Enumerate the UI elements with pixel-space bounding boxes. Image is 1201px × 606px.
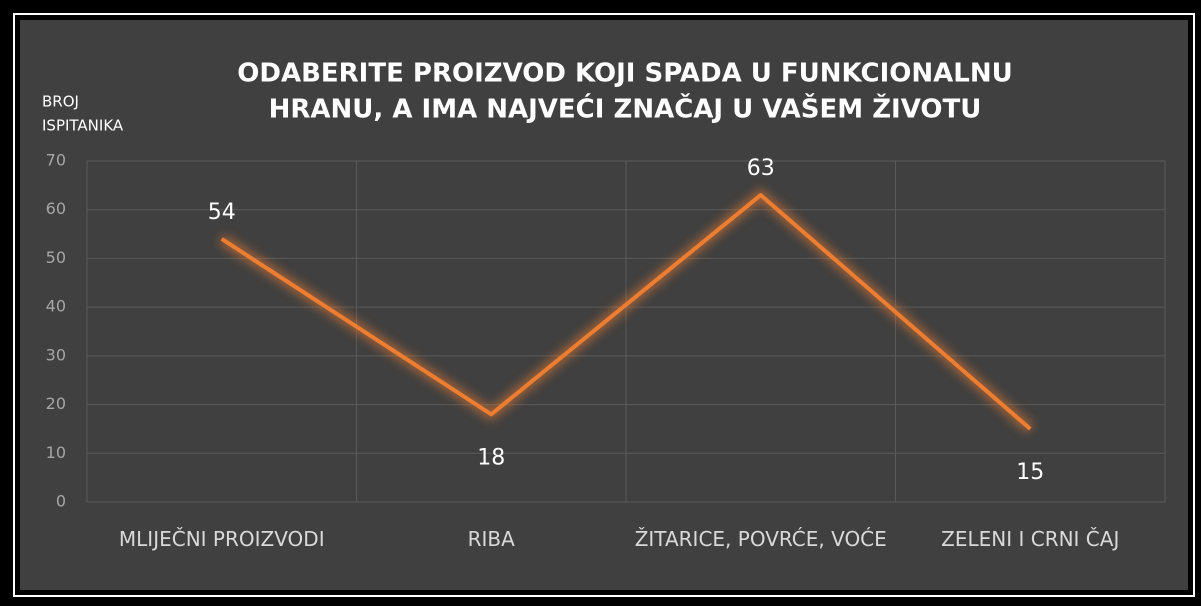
data-label: 63 [747,156,775,181]
x-tick-label: ŽITARICE, POVRĆE, VOĆE [634,527,887,551]
chart-title: HRANU, A IMA NAJVEĆI ZNAČAJ U VAŠEM ŽIVO… [269,93,982,125]
y-axis-label: ISPITANIKA [42,117,124,135]
y-tick-label: 0 [56,492,66,511]
y-tick-label: 50 [46,248,66,267]
x-tick-label: MLIJEČNI PROIZVODI [118,527,325,551]
data-label: 54 [208,200,236,225]
line [220,193,1032,431]
chart-title: ODABERITE PROIZVOD KOJI SPADA U FUNKCION… [237,59,1012,89]
y-tick-label: 10 [46,443,66,462]
data-label: 15 [1016,460,1044,485]
data-label: 18 [477,445,505,470]
x-tick-label: ZELENI I CRNI ČAJ [941,527,1120,551]
y-tick-label: 60 [46,199,66,218]
x-tick-label: RIBA [467,527,515,551]
y-tick-label: 70 [46,151,66,170]
y-tick-label: 30 [46,345,66,364]
chart-area [20,20,1188,590]
y-tick-label: 40 [46,297,66,316]
y-axis-label: BROJ [42,93,79,111]
frame [13,13,1195,597]
y-tick-label: 20 [46,394,66,413]
